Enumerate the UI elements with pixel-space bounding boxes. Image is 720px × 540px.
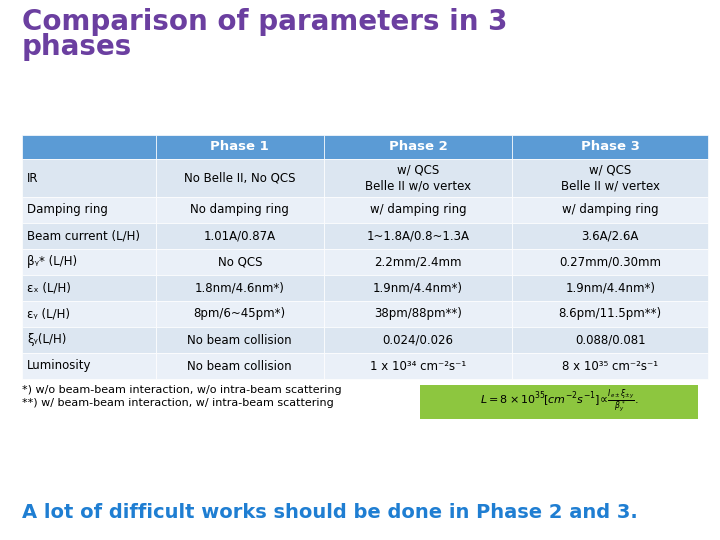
Text: Phase 2: Phase 2 [389, 140, 448, 153]
Bar [324, 353, 513, 379]
Bar [324, 223, 513, 249]
Text: 3.6A/2.6A: 3.6A/2.6A [582, 230, 639, 242]
Bar [156, 301, 324, 327]
Text: Beam current (L/H): Beam current (L/H) [27, 230, 140, 242]
Text: 2.2mm/2.4mm: 2.2mm/2.4mm [374, 255, 462, 268]
Bar [324, 135, 513, 159]
Bar [513, 275, 708, 301]
Text: $L = 8\times10^{35}\!\left[cm^{-2}s^{-1}\right]\!\propto\!\frac{I_{e\pm}\xi_{\pm: $L = 8\times10^{35}\!\left[cm^{-2}s^{-1}… [480, 388, 638, 416]
Text: w/ damping ring: w/ damping ring [562, 204, 659, 217]
Bar [22, 249, 156, 275]
Text: 1 x 10³⁴ cm⁻²s⁻¹: 1 x 10³⁴ cm⁻²s⁻¹ [370, 360, 467, 373]
Bar [324, 275, 513, 301]
Bar [22, 197, 156, 223]
Bar [513, 353, 708, 379]
Bar [513, 249, 708, 275]
Text: IR: IR [27, 172, 38, 185]
Text: No beam collision: No beam collision [187, 334, 292, 347]
Text: 1.9nm/4.4nm*): 1.9nm/4.4nm*) [373, 281, 463, 294]
Bar [513, 159, 708, 197]
Text: 8pm/6~45pm*): 8pm/6~45pm*) [194, 307, 286, 321]
Text: εᵧ (L/H): εᵧ (L/H) [27, 307, 70, 321]
Bar [324, 159, 513, 197]
Text: w/ QCS
Belle II w/ vertex: w/ QCS Belle II w/ vertex [561, 164, 660, 192]
Bar [156, 223, 324, 249]
Text: *) w/o beam-beam interaction, w/o intra-beam scattering: *) w/o beam-beam interaction, w/o intra-… [22, 385, 341, 395]
Text: 38pm/88pm**): 38pm/88pm**) [374, 307, 462, 321]
Bar [156, 353, 324, 379]
Text: A lot of difficult works should be done in Phase 2 and 3.: A lot of difficult works should be done … [22, 503, 638, 522]
Text: 0.024/0.026: 0.024/0.026 [382, 334, 454, 347]
Bar [156, 327, 324, 353]
Bar [22, 327, 156, 353]
Text: βᵧ* (L/H): βᵧ* (L/H) [27, 255, 77, 268]
Bar [324, 327, 513, 353]
Text: Luminosity: Luminosity [27, 360, 91, 373]
Bar [513, 135, 708, 159]
Text: εₓ (L/H): εₓ (L/H) [27, 281, 71, 294]
Text: No Belle II, No QCS: No Belle II, No QCS [184, 172, 295, 185]
Bar [156, 197, 324, 223]
Text: 0.27mm/0.30mm: 0.27mm/0.30mm [559, 255, 661, 268]
Bar [156, 249, 324, 275]
Bar [22, 301, 156, 327]
Bar [156, 135, 324, 159]
Text: 1~1.8A/0.8~1.3A: 1~1.8A/0.8~1.3A [366, 230, 469, 242]
Bar [324, 301, 513, 327]
Text: Damping ring: Damping ring [27, 204, 108, 217]
Text: No QCS: No QCS [217, 255, 262, 268]
Bar [22, 353, 156, 379]
Text: phases: phases [22, 33, 132, 61]
Text: Phase 3: Phase 3 [581, 140, 639, 153]
Text: 8 x 10³⁵ cm⁻²s⁻¹: 8 x 10³⁵ cm⁻²s⁻¹ [562, 360, 658, 373]
Bar [22, 275, 156, 301]
Bar [22, 159, 156, 197]
Bar [22, 135, 156, 159]
Text: No damping ring: No damping ring [190, 204, 289, 217]
Bar [324, 249, 513, 275]
Bar [513, 197, 708, 223]
Text: Phase 1: Phase 1 [210, 140, 269, 153]
Text: 0.088/0.081: 0.088/0.081 [575, 334, 646, 347]
Bar [420, 385, 698, 419]
Text: **) w/ beam-beam interaction, w/ intra-beam scattering: **) w/ beam-beam interaction, w/ intra-b… [22, 398, 334, 408]
Text: No beam collision: No beam collision [187, 360, 292, 373]
Bar [513, 327, 708, 353]
Text: 1.9nm/4.4nm*): 1.9nm/4.4nm*) [565, 281, 655, 294]
Text: Comparison of parameters in 3: Comparison of parameters in 3 [22, 8, 508, 36]
Text: w/ damping ring: w/ damping ring [370, 204, 467, 217]
Text: 1.01A/0.87A: 1.01A/0.87A [204, 230, 276, 242]
Bar [156, 159, 324, 197]
Text: 8.6pm/11.5pm**): 8.6pm/11.5pm**) [559, 307, 662, 321]
Text: 1.8nm/4.6nm*): 1.8nm/4.6nm*) [195, 281, 284, 294]
Bar [513, 301, 708, 327]
Bar [22, 223, 156, 249]
Bar [156, 275, 324, 301]
Bar [324, 197, 513, 223]
Text: w/ QCS
Belle II w/o vertex: w/ QCS Belle II w/o vertex [365, 164, 471, 192]
Text: ξᵧ(L/H): ξᵧ(L/H) [27, 334, 66, 347]
Bar [513, 223, 708, 249]
